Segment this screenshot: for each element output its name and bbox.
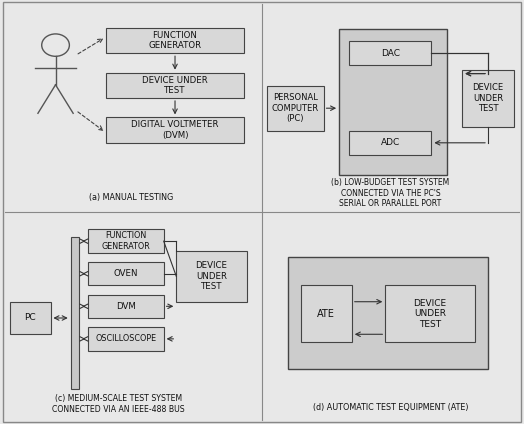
Text: DEVICE
UNDER
TEST: DEVICE UNDER TEST xyxy=(195,261,227,291)
Bar xyxy=(106,28,244,53)
Text: DEVICE UNDER
TEST: DEVICE UNDER TEST xyxy=(142,75,208,95)
Text: DVM: DVM xyxy=(116,302,136,311)
Bar xyxy=(176,251,247,302)
Bar xyxy=(385,285,475,343)
Bar xyxy=(88,262,163,285)
Bar xyxy=(267,86,324,131)
Text: DIGITAL VOLTMETER
(DVM): DIGITAL VOLTMETER (DVM) xyxy=(132,120,219,140)
Text: OVEN: OVEN xyxy=(114,269,138,278)
Text: (a) MANUAL TESTING: (a) MANUAL TESTING xyxy=(89,193,173,202)
Text: DAC: DAC xyxy=(381,49,400,58)
Text: FUNCTION
GENERATOR: FUNCTION GENERATOR xyxy=(102,232,150,251)
Bar xyxy=(288,257,488,369)
Text: (d) AUTOMATIC TEST EQUIPMENT (ATE): (d) AUTOMATIC TEST EQUIPMENT (ATE) xyxy=(313,403,468,412)
Bar xyxy=(88,229,163,253)
Text: PC: PC xyxy=(25,313,36,323)
Bar xyxy=(350,41,431,65)
Bar xyxy=(71,237,80,389)
Bar xyxy=(106,73,244,98)
Text: (b) LOW-BUDGET TEST SYSTEM
CONNECTED VIA THE PC'S
SERIAL OR PARALLEL PORT: (b) LOW-BUDGET TEST SYSTEM CONNECTED VIA… xyxy=(331,178,450,208)
Bar xyxy=(10,302,50,334)
Text: ATE: ATE xyxy=(317,309,335,319)
Text: PERSONAL
COMPUTER
(PC): PERSONAL COMPUTER (PC) xyxy=(272,93,319,123)
Bar xyxy=(462,70,514,126)
Bar xyxy=(106,117,244,143)
Text: (c) MEDIUM-SCALE TEST SYSTEM
CONNECTED VIA AN IEEE-488 BUS: (c) MEDIUM-SCALE TEST SYSTEM CONNECTED V… xyxy=(52,394,185,414)
Text: DEVICE
UNDER
TEST: DEVICE UNDER TEST xyxy=(413,299,447,329)
Bar xyxy=(88,327,163,351)
Text: DEVICE
UNDER
TEST: DEVICE UNDER TEST xyxy=(473,83,504,113)
Bar xyxy=(88,295,163,318)
Bar xyxy=(350,131,431,155)
Bar xyxy=(301,285,352,343)
Text: OSCILLOSCOPE: OSCILLOSCOPE xyxy=(95,335,157,343)
Text: ADC: ADC xyxy=(381,138,400,147)
Text: FUNCTION
GENERATOR: FUNCTION GENERATOR xyxy=(148,31,202,50)
Bar xyxy=(339,29,447,176)
